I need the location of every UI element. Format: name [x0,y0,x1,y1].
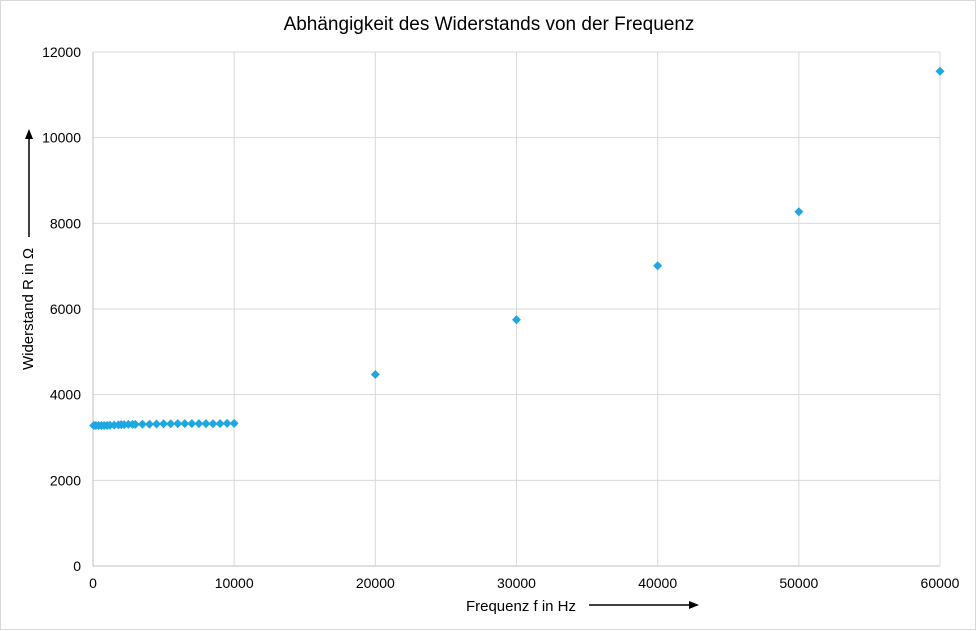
y-tick-label: 6000 [50,301,81,317]
data-point [152,419,162,429]
x-tick-label: 0 [89,575,97,591]
y-tick-label: 4000 [50,387,81,403]
x-tick-label: 60000 [921,575,960,591]
data-point [208,419,218,429]
y-tick-label: 12000 [42,44,81,60]
tick-labels: 0 2000 4000 6000 8000 10000 12000 0 10000 20000 30… [42,44,960,591]
grid-layer [92,51,941,567]
y-tick-label: 10000 [42,130,81,146]
x-axis-title-group: Frequenz f in Hz [466,598,699,615]
chart-title: Abhängigkeit des Widerstands von der Fre… [284,14,695,35]
x-tick-label: 10000 [215,575,254,591]
x-axis-title: Frequenz f in Hz [466,598,576,615]
x-tick-label: 50000 [779,575,818,591]
x-tick-label: 30000 [497,575,536,591]
data-point [512,315,521,325]
data-point [653,261,663,271]
data-point [222,418,232,428]
data-point [180,419,190,429]
data-point [935,66,945,76]
data-point [215,419,225,429]
data-point [370,370,380,380]
y-tick-label: 2000 [50,472,81,488]
data-point [144,419,154,429]
x-axis-arrowhead [689,601,699,609]
data-point [187,419,197,429]
y-axis-arrowhead [25,129,33,139]
x-tick-label: 40000 [638,575,677,591]
data-point [794,207,804,217]
data-point [173,419,183,429]
data-points [89,66,945,431]
data-point [159,419,169,429]
y-tick-label: 0 [73,558,81,574]
y-axis-title: Widerstand R in Ω [20,248,37,370]
data-point [229,418,239,428]
data-point [201,419,211,429]
data-point [137,419,147,429]
data-point [194,419,204,429]
data-point [130,419,140,429]
y-tick-label: 8000 [50,215,81,231]
data-point [166,419,176,429]
x-tick-label: 20000 [356,575,395,591]
y-axis-title-group: Widerstand R in Ω [20,129,37,370]
